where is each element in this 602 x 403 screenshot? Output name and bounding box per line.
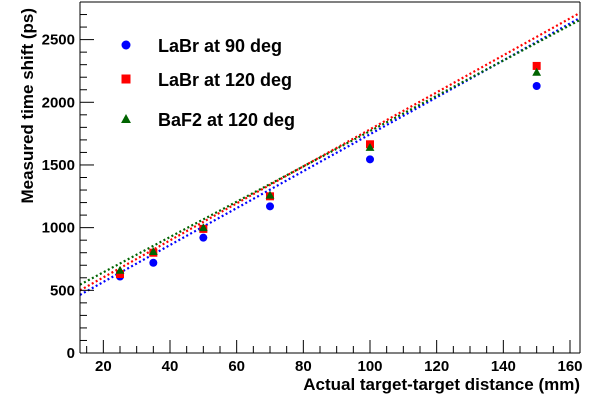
point-labr-at-90-deg bbox=[532, 81, 541, 90]
legend-label-baf2-at-120-deg: BaF2 at 120 deg bbox=[158, 110, 295, 130]
legend-label-labr-at-120-deg: LaBr at 120 deg bbox=[158, 70, 292, 90]
y-tick-label: 0 bbox=[67, 345, 75, 362]
tick-labels: 20 40 60 80 100 120 140 160 0 500 1000 1500 2000 2500 bbox=[42, 32, 583, 375]
x-tick-label: 40 bbox=[162, 358, 179, 375]
y-tick-label: 1000 bbox=[42, 220, 75, 237]
axes bbox=[79, 1, 581, 354]
data-points bbox=[115, 61, 542, 281]
x-tick-label: 140 bbox=[491, 358, 516, 375]
point-baf2-at-120-deg bbox=[532, 67, 542, 76]
point-labr-at-90-deg bbox=[199, 233, 208, 242]
x-tick-label: 20 bbox=[95, 358, 112, 375]
point-labr-at-120-deg bbox=[116, 270, 124, 279]
y-tick-label: 2500 bbox=[42, 32, 75, 49]
point-labr-at-120-deg bbox=[532, 61, 541, 70]
legend-label-labr-at-90-deg: LaBr at 90 deg bbox=[158, 36, 282, 56]
point-labr-at-90-deg bbox=[149, 258, 158, 267]
point-baf2-at-120-deg bbox=[365, 143, 375, 151]
point-baf2-at-120-deg bbox=[115, 265, 125, 274]
legend-marker-baf2-at-120-deg bbox=[121, 114, 131, 123]
point-baf2-at-120-deg bbox=[148, 247, 158, 255]
point-baf2-at-120-deg bbox=[265, 190, 275, 199]
point-baf2-at-120-deg bbox=[198, 223, 208, 232]
fit-line-labr-at-120-deg bbox=[79, 11, 581, 292]
point-labr-at-90-deg bbox=[266, 202, 274, 211]
x-tick-label: 100 bbox=[357, 358, 382, 375]
fit-line-labr-at-90-deg bbox=[79, 16, 581, 296]
x-tick-label: 120 bbox=[424, 358, 449, 375]
x-tick-label: 60 bbox=[228, 358, 245, 375]
legend: LaBr at 90 deg LaBr at 120 deg BaF2 at 120… bbox=[121, 36, 295, 130]
point-labr-at-90-deg bbox=[366, 155, 374, 164]
x-tick-label: 80 bbox=[295, 358, 312, 375]
y-tick-label: 500 bbox=[50, 282, 75, 299]
y-tick-label: 1500 bbox=[42, 157, 75, 174]
legend-marker-labr-at-90-deg bbox=[121, 40, 131, 50]
y-axis-title: Measured time shift (ps) bbox=[18, 8, 37, 204]
legend-marker-labr-at-120-deg bbox=[121, 74, 131, 84]
fit-lines bbox=[79, 11, 581, 296]
x-tick-label: 160 bbox=[557, 358, 582, 375]
y-tick-label: 2000 bbox=[42, 94, 75, 111]
x-axis-title: Actual target-target distance (mm) bbox=[303, 375, 580, 394]
fit-line-baf2-at-120-deg bbox=[79, 18, 581, 286]
